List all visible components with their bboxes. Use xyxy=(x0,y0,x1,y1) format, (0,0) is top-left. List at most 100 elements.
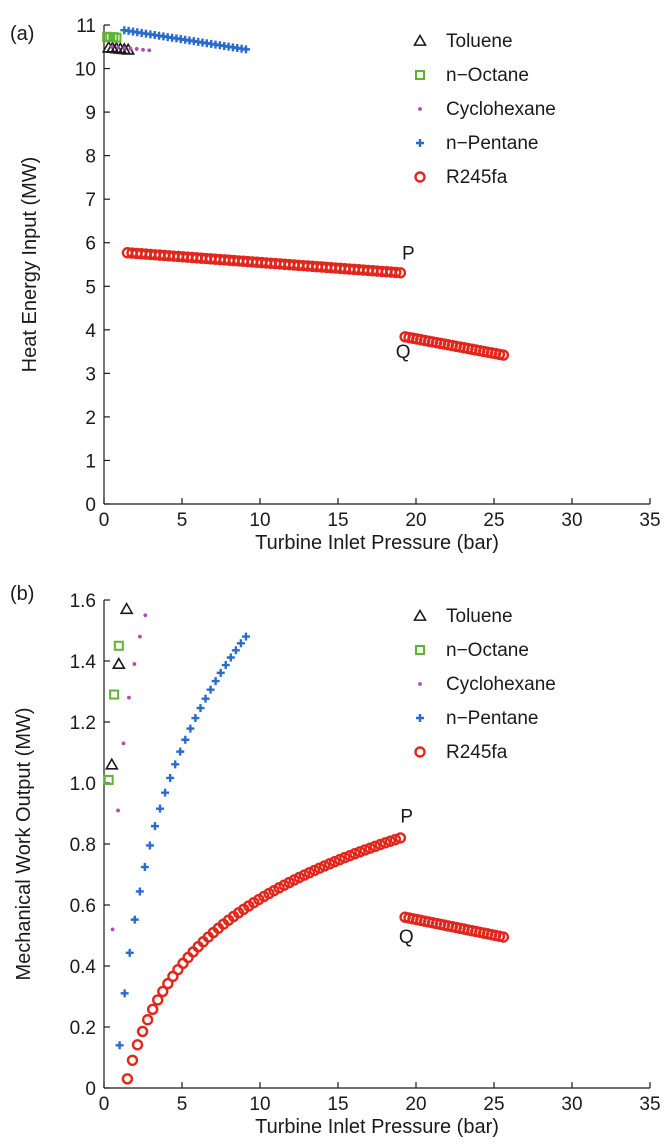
point-label-p: P xyxy=(400,807,413,828)
data-point xyxy=(150,822,159,831)
series-n-pentane xyxy=(115,632,250,1050)
legend-entry: n−Octane xyxy=(446,640,529,661)
x-axis-label: Turbine Inlet Pressure (bar) xyxy=(255,532,499,554)
data-point xyxy=(141,47,145,52)
y-tick-label: 0 xyxy=(85,495,96,516)
point-label-q: Q xyxy=(399,927,414,948)
legend-marker xyxy=(416,139,424,147)
series-cyclohexane xyxy=(110,613,148,932)
point-label-q: Q xyxy=(396,342,411,363)
y-tick-label: 0.2 xyxy=(70,1018,96,1039)
data-point xyxy=(364,842,376,854)
data-point xyxy=(166,773,175,782)
data-point xyxy=(231,646,240,655)
legend-marker xyxy=(415,645,425,655)
legend-entry: R245fa xyxy=(446,167,508,188)
data-point xyxy=(126,1054,139,1066)
data-point xyxy=(211,677,220,686)
y-tick-label: 3 xyxy=(85,364,96,385)
legend-entry: n−Octane xyxy=(446,65,529,86)
data-point xyxy=(186,724,195,733)
data-point xyxy=(135,887,144,896)
y-tick-label: 9 xyxy=(85,103,96,124)
y-tick-label: 1.2 xyxy=(70,713,96,734)
y-tick-label: 1.6 xyxy=(70,591,96,612)
legend-entry: Cyclohexane xyxy=(446,99,556,120)
data-point xyxy=(191,714,200,723)
y-axis-label: Mechanical Work Output (MW) xyxy=(13,707,35,980)
legend-marker xyxy=(416,714,424,722)
data-point xyxy=(143,613,148,618)
y-tick-label: 4 xyxy=(85,321,96,342)
legend: Toluene n−Octane Cyclohexane n−Pentane R245f… xyxy=(413,606,556,763)
data-point xyxy=(131,1039,144,1051)
data-point xyxy=(147,48,152,53)
legend-entry: n−Pentane xyxy=(446,133,538,154)
y-tick-label: 6 xyxy=(85,234,96,255)
x-tick-label: 30 xyxy=(561,510,582,531)
data-point xyxy=(162,977,174,990)
data-point xyxy=(146,1003,159,1016)
x-tick-label: 15 xyxy=(327,1094,348,1115)
legend-entry: n−Pentane xyxy=(446,708,538,729)
x-tick-label: 5 xyxy=(177,510,188,531)
y-tick-label: 0 xyxy=(85,1079,96,1100)
series-n-octane xyxy=(103,640,124,785)
x-tick-label: 15 xyxy=(327,510,348,531)
legend-entry: R245fa xyxy=(446,742,508,763)
data-point xyxy=(104,757,119,770)
y-tick-label: 2 xyxy=(85,408,96,429)
data-point xyxy=(132,662,137,666)
legend-marker xyxy=(414,171,426,183)
data-point xyxy=(161,788,170,797)
data-point xyxy=(497,349,510,361)
data-point xyxy=(241,45,250,54)
data-point xyxy=(110,927,115,932)
data-point xyxy=(384,835,396,847)
data-point xyxy=(394,267,407,279)
data-point xyxy=(113,640,124,651)
data-point xyxy=(119,602,134,615)
series-r245fa xyxy=(121,247,510,361)
data-point xyxy=(109,689,120,700)
x-tick-label: 20 xyxy=(405,1094,426,1115)
data-point xyxy=(136,1025,149,1038)
chart-panel-a: 0 5 10 15 20 25 30 35 0 1 2 3 4 5 6 7 8 9 10 11 Turbine Inle… xyxy=(10,16,661,554)
x-tick-label: 25 xyxy=(483,1094,504,1115)
series-toluene xyxy=(104,602,134,770)
legend-marker xyxy=(415,70,425,80)
x-tick-label: 10 xyxy=(249,1094,270,1115)
data-point xyxy=(369,840,381,853)
data-point xyxy=(141,1014,154,1026)
y-tick-label: 0.4 xyxy=(70,957,97,978)
data-point xyxy=(374,838,386,851)
data-point xyxy=(359,844,371,856)
data-point xyxy=(122,46,127,50)
y-tick-label: 5 xyxy=(85,277,96,298)
data-point xyxy=(109,44,114,49)
data-point xyxy=(116,45,120,50)
data-point xyxy=(390,266,402,279)
y-tick-label: 0.6 xyxy=(70,896,96,917)
x-tick-label: 0 xyxy=(99,510,110,531)
legend: Toluene n−Octane Cyclohexane n−Pentane R245f… xyxy=(413,31,556,188)
x-tick-label: 25 xyxy=(483,510,504,531)
data-point xyxy=(176,747,185,756)
data-point xyxy=(196,704,205,713)
series-cyclohexane xyxy=(109,44,152,53)
data-point xyxy=(152,994,164,1006)
x-tick-label: 20 xyxy=(405,510,426,531)
x-tick-label: 10 xyxy=(249,510,270,531)
panel-label: (a) xyxy=(10,23,34,45)
y-tick-label: 0.8 xyxy=(70,835,96,856)
data-point xyxy=(394,832,407,844)
data-point xyxy=(226,653,235,662)
data-point xyxy=(127,695,131,700)
data-point xyxy=(156,804,165,813)
panel-label: (b) xyxy=(10,583,34,605)
data-point xyxy=(181,735,190,744)
series-n-octane xyxy=(102,31,122,43)
y-tick-label: 1.4 xyxy=(70,652,97,673)
data-point xyxy=(134,47,139,51)
